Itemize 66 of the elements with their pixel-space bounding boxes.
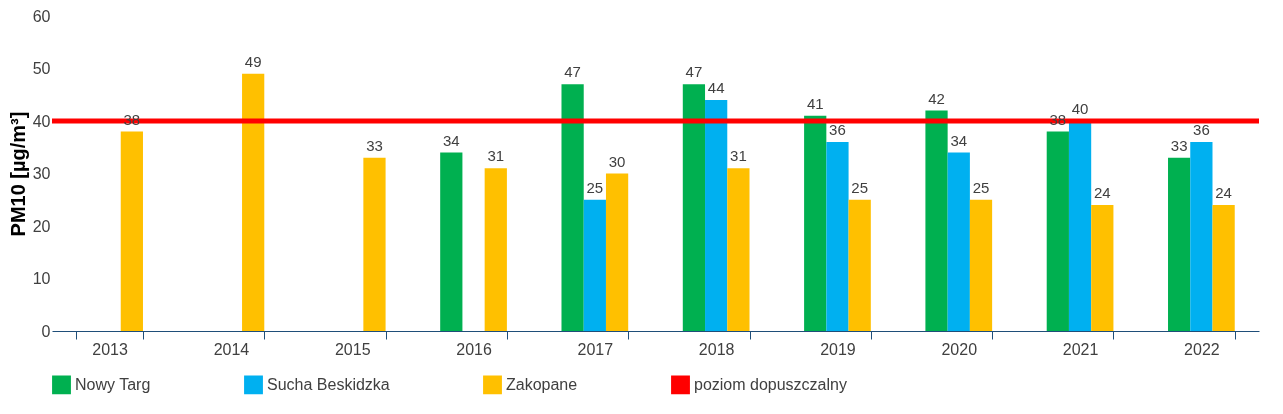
bar: [1046, 131, 1069, 331]
bar: [727, 168, 750, 331]
data-label: 30: [608, 152, 626, 170]
data-label: 36: [1193, 121, 1210, 138]
bar: [605, 173, 629, 331]
x-tick-label: 2014: [213, 340, 250, 358]
data-label: 41: [806, 94, 824, 112]
y-tick-label: 20: [32, 217, 51, 235]
bar: [1091, 205, 1114, 331]
bar: [583, 199, 606, 331]
bar: [925, 110, 948, 331]
bar: [1190, 142, 1213, 331]
x-tick-label: 2017: [577, 340, 614, 358]
y-tick-label: 30: [32, 165, 51, 182]
bar: [947, 152, 970, 331]
data-label: 44: [707, 79, 725, 96]
data-label: 33: [1170, 136, 1188, 154]
data-label: 34: [442, 131, 460, 149]
legend-label: Sucha Beskidzka: [267, 375, 390, 393]
y-tick-label: 0: [41, 322, 51, 340]
bar: [363, 157, 386, 331]
data-label: 24: [1215, 184, 1232, 201]
x-tick-label: 2021: [1062, 340, 1099, 358]
data-label: 40: [1071, 100, 1089, 117]
bar: [705, 100, 728, 331]
bar: [1068, 121, 1092, 331]
x-tick-label: 2015: [334, 340, 371, 358]
data-label: 33: [366, 136, 383, 154]
data-label: 25: [586, 178, 604, 196]
data-label: 24: [1093, 184, 1111, 201]
data-label: 47: [685, 63, 703, 81]
bar: [484, 168, 507, 331]
y-tick-label: 50: [32, 60, 51, 77]
x-tick-label: 2016: [456, 340, 492, 358]
y-axis-title: PM10 [µg/m³]: [6, 111, 29, 237]
bar: [804, 115, 827, 331]
x-tick-label: 2020: [941, 340, 978, 358]
data-label: 34: [950, 131, 968, 149]
bar: [242, 73, 265, 331]
legend-label: Nowy Targ: [75, 375, 151, 393]
data-label: 25: [972, 178, 990, 196]
bar: [120, 131, 143, 331]
data-label: 42: [928, 89, 945, 107]
bar: [1212, 205, 1235, 331]
legend-label: poziom dopuszczalny: [694, 375, 847, 393]
data-label: 49: [244, 52, 262, 70]
bar: [826, 142, 849, 331]
x-tick-label: 2018: [698, 340, 735, 358]
data-label: 31: [730, 147, 747, 165]
data-label: 31: [487, 147, 505, 165]
legend-label: Zakopane: [506, 375, 578, 393]
bar: [682, 84, 706, 331]
y-tick-label: 40: [32, 112, 51, 130]
x-tick-label: 2019: [820, 340, 856, 358]
bar: [440, 152, 463, 331]
bar: [969, 199, 993, 331]
x-tick-label: 2022: [1184, 340, 1220, 358]
data-label: 36: [829, 121, 846, 138]
x-tick-label: 2013: [92, 340, 129, 358]
y-tick-label: 60: [32, 7, 51, 25]
data-label: 25: [851, 178, 869, 196]
y-tick-label: 10: [32, 270, 51, 287]
data-label: 47: [564, 63, 581, 81]
bar: [561, 84, 584, 331]
bar: [848, 199, 871, 331]
bar: [1168, 157, 1191, 331]
